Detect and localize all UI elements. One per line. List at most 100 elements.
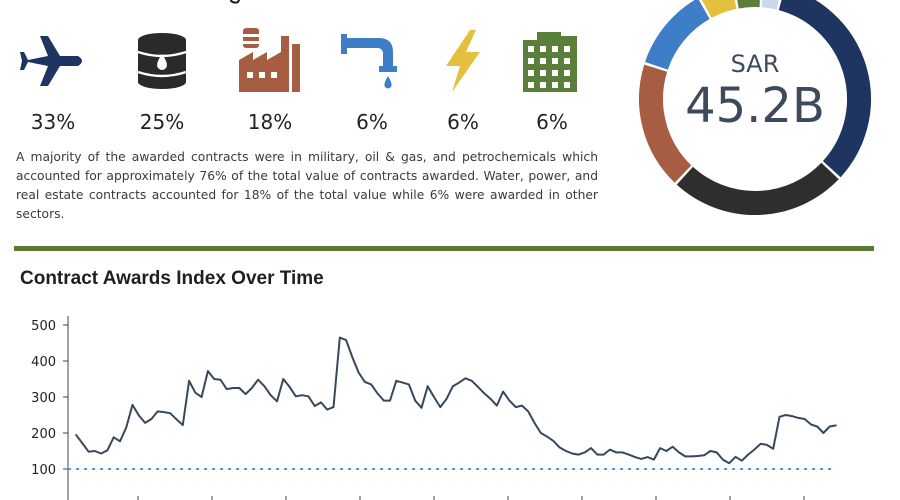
- data-point: [150, 418, 153, 420]
- data-point: [414, 399, 416, 402]
- data-point: [671, 445, 674, 448]
- data-point: [803, 418, 806, 420]
- data-point: [156, 410, 159, 413]
- data-point: [458, 381, 460, 384]
- data-point: [295, 395, 297, 398]
- data-point: [772, 448, 774, 450]
- data-point: [621, 451, 624, 454]
- data-points: [75, 336, 837, 465]
- data-point: [627, 453, 630, 456]
- data-point: [339, 336, 341, 339]
- data-point: [590, 447, 592, 449]
- y-tick-label: 400: [31, 355, 56, 370]
- data-point: [615, 451, 617, 454]
- y-axis: 100 200 300 400 500: [31, 316, 69, 500]
- data-point: [244, 393, 247, 395]
- section-divider: [14, 246, 874, 251]
- total-value: 45.2B: [685, 78, 825, 134]
- data-point: [602, 453, 605, 456]
- x-axis: [137, 496, 805, 500]
- data-point: [131, 404, 134, 406]
- sector-percent: 25%: [139, 110, 185, 134]
- data-point: [527, 410, 530, 413]
- total-donut: SAR 45.2B: [628, 0, 882, 226]
- data-point: [596, 453, 599, 456]
- data-point: [709, 450, 712, 452]
- donut-slice-2: [639, 64, 692, 183]
- data-point: [828, 425, 831, 428]
- sector-percent: 6%: [536, 110, 568, 134]
- data-point: [665, 450, 668, 452]
- sector-percent: 6%: [356, 110, 388, 134]
- data-point: [401, 381, 404, 384]
- y-tick-label: 500: [31, 319, 56, 334]
- data-point: [835, 424, 837, 427]
- data-point: [357, 371, 360, 374]
- donut-slice-4: [701, 0, 737, 19]
- sector-real-estate: 6%: [507, 26, 597, 136]
- factory-icon: [239, 28, 300, 92]
- donut-slice-3: [645, 0, 710, 71]
- data-point: [175, 418, 178, 421]
- data-point: [697, 455, 699, 457]
- sector-military: 33%: [8, 26, 98, 136]
- data-point: [747, 453, 749, 456]
- sector-percent: 6%: [447, 110, 479, 134]
- data-point: [640, 458, 643, 460]
- data-point: [703, 454, 705, 457]
- data-point: [345, 339, 347, 341]
- sector-power: 6%: [418, 26, 508, 136]
- data-point: [502, 390, 504, 393]
- data-point: [477, 386, 479, 388]
- data-point: [565, 450, 567, 452]
- sector-description: A majority of the awarded contracts were…: [16, 150, 598, 221]
- data-point: [351, 356, 354, 359]
- data-point: [546, 435, 548, 438]
- data-point: [426, 385, 429, 387]
- data-point: [181, 424, 184, 426]
- data-point: [106, 449, 109, 452]
- data-point: [408, 383, 410, 386]
- data-point: [257, 378, 259, 381]
- data-point: [163, 411, 165, 413]
- data-point: [791, 415, 793, 417]
- data-point: [539, 432, 542, 434]
- data-point: [470, 380, 473, 382]
- data-point: [389, 399, 391, 402]
- data-point: [715, 451, 718, 454]
- total-currency: SAR: [730, 50, 780, 78]
- data-point: [326, 408, 329, 411]
- series-line: [75, 336, 837, 465]
- data-point: [301, 394, 303, 396]
- data-point: [678, 451, 680, 454]
- data-point: [188, 380, 190, 382]
- data-point: [464, 377, 467, 380]
- data-point: [634, 456, 636, 458]
- data-point: [571, 452, 573, 455]
- sector-petrochemicals: 18%: [225, 26, 315, 136]
- data-point: [439, 406, 442, 408]
- data-point: [609, 448, 611, 451]
- y-tick-label: 300: [31, 391, 56, 406]
- line-chart: 100 200 300 400 500: [31, 316, 837, 500]
- data-point: [94, 450, 96, 452]
- data-point: [489, 398, 492, 400]
- data-point: [514, 406, 517, 408]
- data-point: [112, 436, 115, 439]
- data-point: [521, 404, 523, 407]
- data-point: [816, 425, 818, 428]
- sector-oil-gas: 25%: [117, 26, 207, 136]
- data-point: [533, 422, 536, 424]
- data-point: [659, 447, 661, 449]
- data-point: [797, 417, 800, 419]
- data-point: [583, 451, 586, 454]
- data-point: [138, 414, 140, 417]
- data-point: [552, 440, 555, 442]
- water-pipe-icon: [341, 34, 397, 89]
- data-point: [646, 456, 649, 458]
- data-point: [370, 383, 373, 386]
- data-point: [332, 406, 335, 408]
- data-point: [483, 392, 486, 395]
- data-point: [784, 414, 787, 416]
- data-point: [395, 380, 398, 382]
